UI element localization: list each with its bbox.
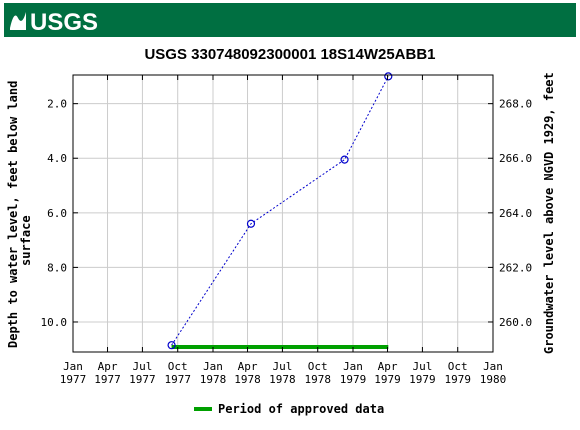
y-axis-left-label-line1: Depth to water level, feet below land (6, 81, 20, 348)
y-tick-label-left: 2.0 (47, 98, 67, 111)
x-tick-label-month: Apr (98, 360, 118, 373)
data-point (246, 219, 256, 228)
x-tick-label-month: Oct (308, 360, 328, 373)
x-tick-label-year: 1977 (164, 373, 191, 386)
grid (72, 75, 494, 352)
x-tick-label-month: Jul (132, 360, 152, 373)
y-tick-label-left: 6.0 (47, 207, 67, 220)
data-point (340, 155, 349, 164)
x-tick-label-month: Jul (412, 360, 432, 373)
data-point (384, 72, 393, 81)
series-line (171, 76, 389, 346)
header-bar (4, 3, 576, 37)
x-tick-label-year: 1979 (409, 373, 436, 386)
x-tick-label-year: 1980 (480, 373, 507, 386)
y-tick-label-left: 10.0 (41, 316, 68, 329)
x-tick-label-month: Jan (63, 360, 83, 373)
usgs-logo-icon: USGS (10, 9, 98, 36)
y-axis-left-label-line2: surface (19, 215, 33, 266)
x-tick-label-year: 1979 (340, 373, 367, 386)
chart-title: USGS 330748092300001 18S14W25ABB1 (144, 46, 435, 63)
x-tick-label-year: 1977 (60, 373, 87, 386)
y-tick-label-right: 266.0 (499, 152, 532, 165)
y-axis-right-ticks: 268.0 266.0 264.0 262.0 260.0 (488, 98, 532, 329)
x-tick-label-month: Oct (448, 360, 468, 373)
logo-text: USGS (30, 9, 98, 36)
x-tick-label-month: Jan (343, 360, 363, 373)
x-tick-label-month: Jul (272, 360, 292, 373)
x-tick-label-year: 1977 (129, 373, 156, 386)
series (167, 72, 393, 350)
x-tick-label-month: Jan (483, 360, 503, 373)
x-axis-ticks: Jan1977Apr1977Jul1977Oct1977Jan1978Apr19… (60, 75, 507, 386)
y-tick-label-left: 4.0 (47, 152, 67, 165)
data-point (167, 341, 176, 350)
y-tick-label-right: 262.0 (499, 261, 532, 274)
x-tick-label-month: Oct (168, 360, 188, 373)
plot-frame (72, 74, 494, 353)
x-tick-label-year: 1978 (269, 373, 296, 386)
x-tick-label-year: 1978 (234, 373, 261, 386)
x-tick-label-year: 1978 (304, 373, 331, 386)
x-tick-label-month: Apr (378, 360, 398, 373)
x-tick-label-month: Jan (203, 360, 223, 373)
legend-label: Period of approved data (218, 402, 384, 416)
y-tick-label-right: 268.0 (499, 98, 532, 111)
x-tick-label-year: 1979 (374, 373, 401, 386)
y-axis-left-label: Depth to water level, feet below land su… (6, 81, 33, 348)
y-tick-label-right: 264.0 (499, 207, 532, 220)
x-tick-label-year: 1977 (94, 373, 121, 386)
y-axis-left-ticks: 2.0 4.0 6.0 8.0 10.0 (41, 98, 78, 329)
legend: Period of approved data (194, 402, 384, 416)
x-tick-label-year: 1979 (444, 373, 471, 386)
y-tick-label-right: 260.0 (499, 316, 532, 329)
x-tick-label-year: 1978 (200, 373, 227, 386)
x-tick-label-month: Apr (238, 360, 258, 373)
y-tick-label-left: 8.0 (47, 261, 67, 274)
y-axis-right-label: Groundwater level above NGVD 1929, feet (542, 72, 556, 354)
